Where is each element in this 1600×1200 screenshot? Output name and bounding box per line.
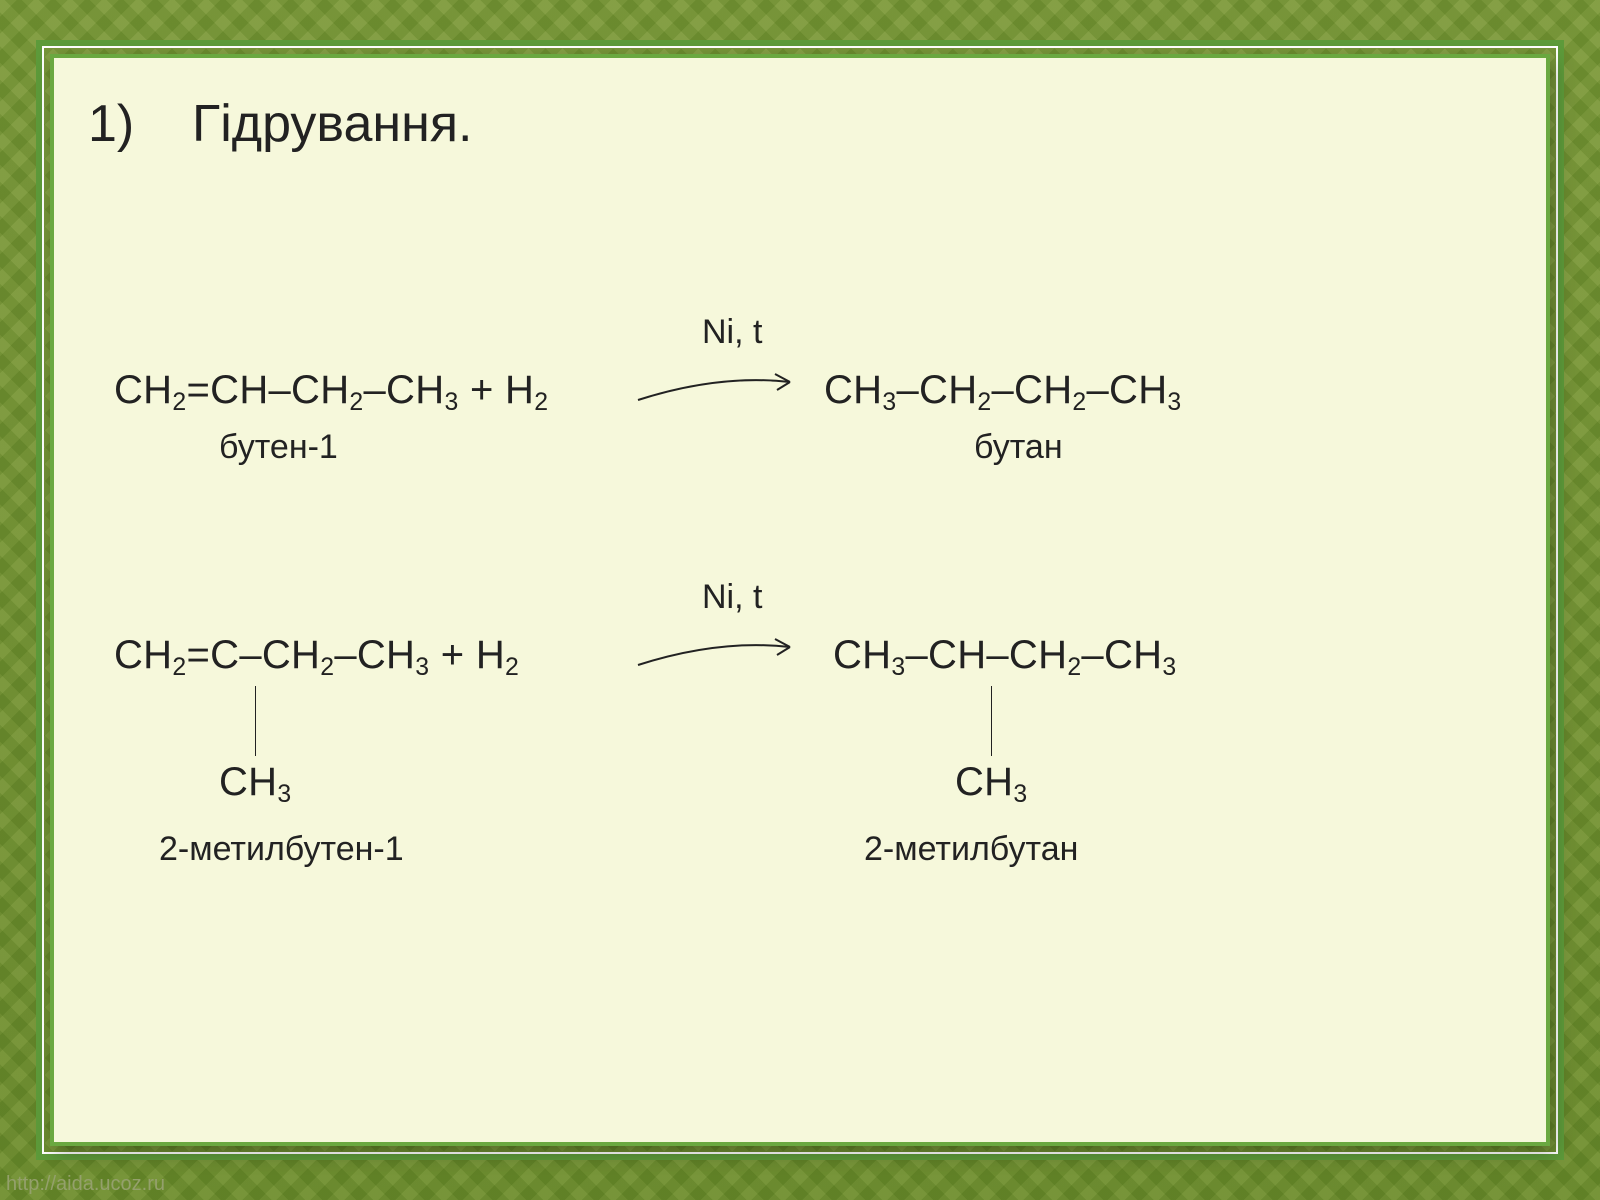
footer-url: http://aida.ucoz.ru xyxy=(6,1173,165,1196)
reaction2-reactant-name: 2-метилбутен-1 xyxy=(159,830,404,869)
reaction2-reactant-branch: CH3 xyxy=(219,760,291,809)
reaction2-reactant-bond-line xyxy=(255,686,256,756)
reaction1-arrow-icon xyxy=(634,356,804,416)
reaction1-product-name: бутан xyxy=(974,428,1063,467)
title-number: 1) xyxy=(88,95,134,153)
reaction1-catalyst: Ni, t xyxy=(702,313,762,352)
reaction2-product-bond-line xyxy=(991,686,992,756)
title-text: Гідрування. xyxy=(192,95,472,153)
slide-background: 1) Гідрування. Ni, t CH2=CH–CH2–CH3 + H2… xyxy=(0,0,1600,1200)
reaction2-arrow-icon xyxy=(634,621,804,681)
reaction2-product-branch: CH3 xyxy=(955,760,1027,809)
content-area: 1) Гідрування. Ni, t CH2=CH–CH2–CH3 + H2… xyxy=(54,58,1546,1142)
reaction1-reactant-name: бутен-1 xyxy=(219,428,338,467)
reaction2-catalyst: Ni, t xyxy=(702,578,762,617)
main-panel: 1) Гідрування. Ni, t CH2=CH–CH2–CH3 + H2… xyxy=(50,54,1550,1146)
reaction1-product-formula: CH3–CH2–CH2–CH3 xyxy=(824,368,1182,417)
reaction2-product-main: CH3–CH–CH2–CH3 xyxy=(833,633,1176,682)
reaction2-product-name: 2-метилбутан xyxy=(864,830,1078,869)
reaction1-reactant-formula: CH2=CH–CH2–CH3 + H2 xyxy=(114,368,548,417)
slide-title: 1) Гідрування. xyxy=(88,94,472,154)
reaction2-reactant-main: CH2=C–CH2–CH3 + H2 xyxy=(114,633,519,682)
